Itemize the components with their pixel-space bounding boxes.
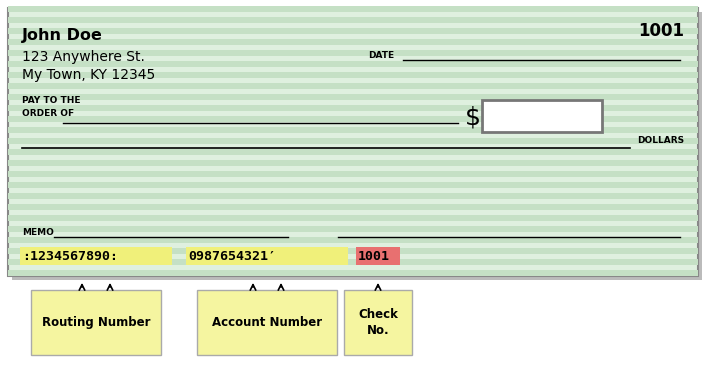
Bar [8,204,698,210]
Bar [8,270,698,276]
Bar [8,127,698,133]
Text: 123 Anywhere St.: 123 Anywhere St. [22,50,145,64]
Bar [8,116,698,122]
Bar [8,6,698,12]
Bar [8,94,698,100]
Text: PAY TO THE: PAY TO THE [22,96,80,105]
Bar [8,237,698,243]
Bar [8,61,698,67]
Text: 1001: 1001 [638,22,684,40]
Bar [344,290,412,355]
Bar [8,149,698,155]
Bar [8,182,698,188]
Bar [8,50,698,56]
Text: Routing Number: Routing Number [42,316,151,329]
Bar [482,100,602,132]
Bar [356,247,400,265]
Text: ORDER OF: ORDER OF [22,109,74,118]
Bar [8,171,698,177]
Bar [8,72,698,78]
Text: MEMO: MEMO [22,228,54,237]
Text: DATE: DATE [368,51,394,60]
Text: 1001: 1001 [358,249,390,263]
Bar [12,12,702,280]
Bar [8,8,698,276]
Bar [31,290,161,355]
Bar [8,17,698,23]
Bar [8,226,698,232]
Bar [8,215,698,221]
Text: $: $ [465,105,481,129]
Bar [186,247,348,265]
Text: Check
No.: Check No. [358,308,398,337]
Text: DOLLARS: DOLLARS [637,136,684,145]
Bar [197,290,337,355]
Bar [8,160,698,166]
Bar [8,248,698,254]
Bar [20,247,172,265]
Bar [8,259,698,265]
Text: John Doe: John Doe [22,28,103,43]
Bar [8,138,698,144]
Bar [8,193,698,199]
Text: My Town, KY 12345: My Town, KY 12345 [22,68,156,82]
Text: Account Number: Account Number [212,316,322,329]
Text: :1234567890:: :1234567890: [22,249,118,263]
Bar [8,28,698,34]
Text: 0987654321′: 0987654321′ [188,249,276,263]
Bar [8,105,698,111]
Bar [8,83,698,89]
Bar [8,39,698,45]
